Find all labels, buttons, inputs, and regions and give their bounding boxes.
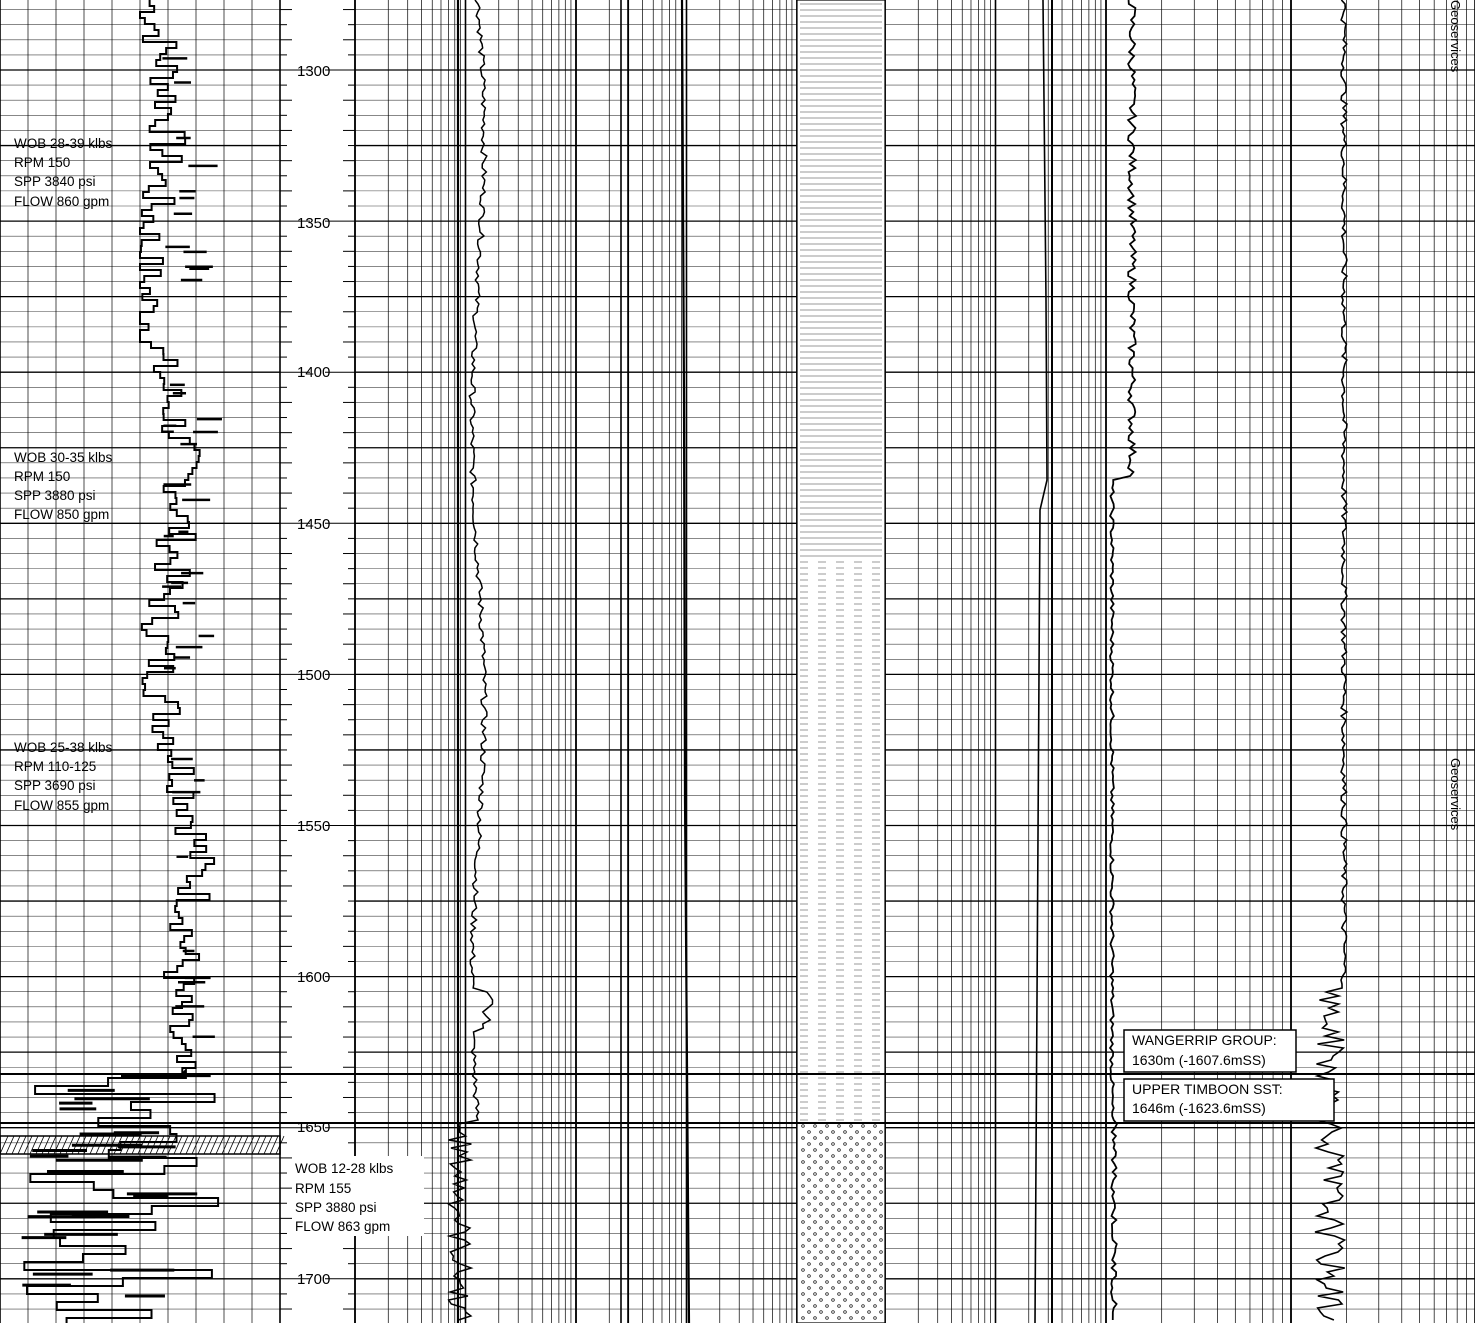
rpm-text: RPM 155	[295, 1181, 351, 1196]
depth-label-1300: 1300	[297, 63, 330, 80]
geoservices-watermark: Geoservices	[1448, 758, 1463, 831]
formation-depth: 1646m (-1623.6mSS)	[1132, 1100, 1266, 1116]
depth-label-1600: 1600	[297, 969, 330, 986]
lithology-column	[796, 0, 886, 1323]
wob-text: WOB 30-35 klbs	[14, 450, 113, 465]
flow-text: FLOW 850 gpm	[14, 507, 109, 522]
log-curves	[0, 0, 1349, 1323]
formation-top-upper-timboon: UPPER TIMBOON SST: 1646m (-1623.6mSS)	[1123, 1078, 1335, 1122]
geoservices-watermark: Geoservices	[1448, 0, 1463, 73]
formation-depth: 1630m (-1607.6mSS)	[1132, 1052, 1266, 1068]
wob-text: WOB 28-39 klbs	[14, 136, 113, 151]
drilling-params-3: WOB 25-38 klbs RPM 110-125 SPP 3690 psi …	[14, 740, 113, 813]
depth-label-1650: 1650	[297, 1119, 330, 1136]
formation-top-wangerrip: WANGERRIP GROUP: 1630m (-1607.6mSS)	[1123, 1029, 1297, 1073]
flow-text: FLOW 855 gpm	[14, 798, 109, 813]
wob-text: WOB 12-28 klbs	[295, 1161, 394, 1176]
depth-label-1400: 1400	[297, 364, 330, 381]
drilling-params-1: WOB 28-39 klbs RPM 150 SPP 3840 psi FLOW…	[14, 136, 113, 209]
depth-label-1450: 1450	[297, 516, 330, 533]
depth-label-1700: 1700	[297, 1271, 330, 1288]
spp-text: SPP 3690 psi	[14, 778, 96, 793]
depth-scale: 1300 1350 1400 1450 1500 1550 1600 1650 …	[297, 63, 330, 1288]
spp-text: SPP 3880 psi	[295, 1200, 377, 1215]
formation-top-lines	[0, 1073, 1475, 1124]
drilling-params-4: WOB 12-28 klbs RPM 155 SPP 3880 psi FLOW…	[292, 1156, 424, 1236]
spp-text: SPP 3880 psi	[14, 488, 96, 503]
spp-text: SPP 3840 psi	[14, 174, 96, 189]
rpm-text: RPM 150	[14, 469, 70, 484]
depth-label-1350: 1350	[297, 215, 330, 232]
wob-text: WOB 25-38 klbs	[14, 740, 113, 755]
rpm-text: RPM 150	[14, 155, 70, 170]
drilling-params-2: WOB 30-35 klbs RPM 150 SPP 3880 psi FLOW…	[14, 450, 113, 522]
formation-name: WANGERRIP GROUP:	[1132, 1032, 1277, 1048]
formation-name: UPPER TIMBOON SST:	[1132, 1081, 1283, 1097]
flow-text: FLOW 863 gpm	[295, 1219, 390, 1234]
depth-label-1550: 1550	[297, 818, 330, 835]
flow-text: FLOW 860 gpm	[14, 194, 109, 209]
rpm-text: RPM 110-125	[14, 759, 96, 774]
depth-label-1500: 1500	[297, 667, 330, 684]
